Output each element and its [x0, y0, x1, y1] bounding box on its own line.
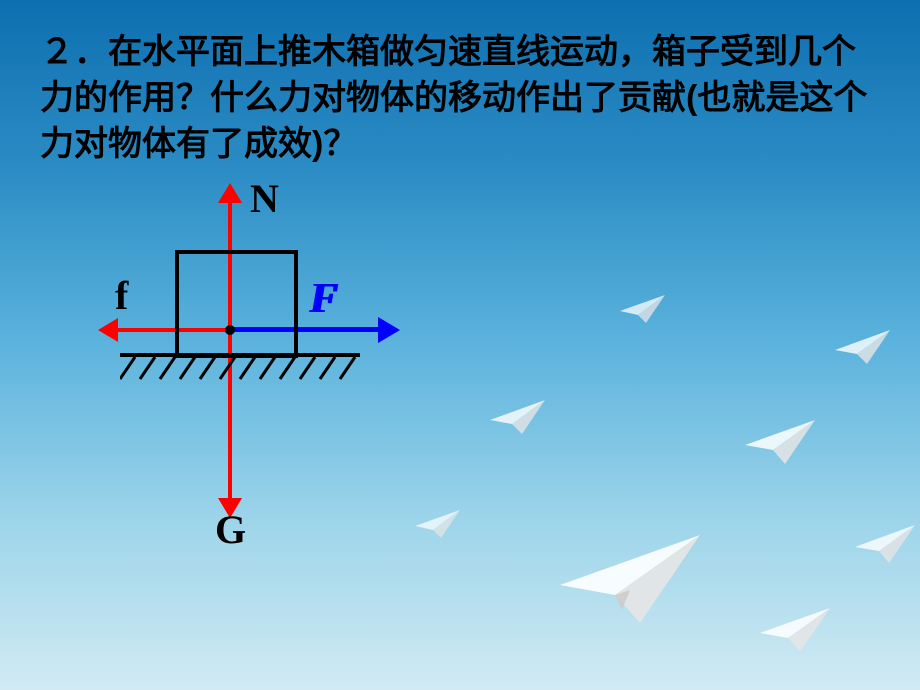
paper-plane-icon — [760, 608, 830, 653]
paper-plane-icon — [835, 330, 890, 365]
slide: ２．在水平面上推木箱做匀速直线运动，箱子受到几个力的作用？什么力对物体的移动作出… — [0, 0, 920, 690]
paper-plane-icon — [620, 295, 665, 323]
center-point — [225, 325, 235, 335]
paper-plane-icon — [855, 525, 915, 563]
label-f: f — [115, 272, 128, 319]
label-N: N — [250, 175, 279, 222]
arrow-head-F — [378, 317, 400, 343]
arrow-head-f — [98, 318, 118, 342]
paper-plane-icon — [490, 400, 545, 435]
label-F: F — [310, 275, 338, 323]
arrow-head-N — [218, 183, 242, 203]
wooden-box — [175, 250, 298, 358]
paper-plane-icon — [415, 510, 460, 538]
ground-surface — [120, 353, 360, 387]
paper-plane-icon — [745, 420, 815, 465]
question-text: ２．在水平面上推木箱做匀速直线运动，箱子受到几个力的作用？什么力对物体的移动作出… — [40, 30, 880, 168]
paper-plane-icon — [560, 535, 700, 625]
label-G: G — [215, 506, 246, 553]
